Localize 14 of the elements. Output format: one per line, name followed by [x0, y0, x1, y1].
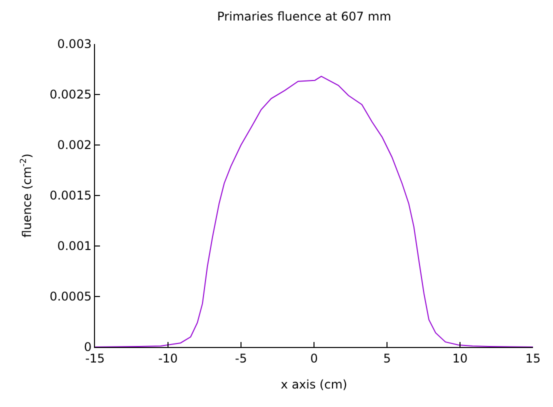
y-tick-label: 0.002: [57, 138, 92, 152]
x-tick-label: 5: [383, 351, 391, 366]
y-tick-label: 0.0025: [50, 88, 92, 102]
x-tick-label: -5: [235, 351, 247, 366]
y-tick-label: 0.0015: [50, 188, 92, 203]
x-tick-label: -10: [158, 351, 178, 366]
x-tick-label: 0: [310, 351, 318, 366]
y-tick-label: 0.003: [57, 37, 92, 52]
x-tick-label: 10: [452, 351, 468, 366]
x-axis-title: x axis (cm): [280, 377, 348, 392]
x-tick-label: 15: [525, 351, 541, 366]
chart-title: Primaries fluence at 607 mm: [217, 10, 392, 24]
y-tick-label: 0.001: [57, 239, 92, 254]
y-tick-label: 0.0005: [50, 290, 92, 304]
